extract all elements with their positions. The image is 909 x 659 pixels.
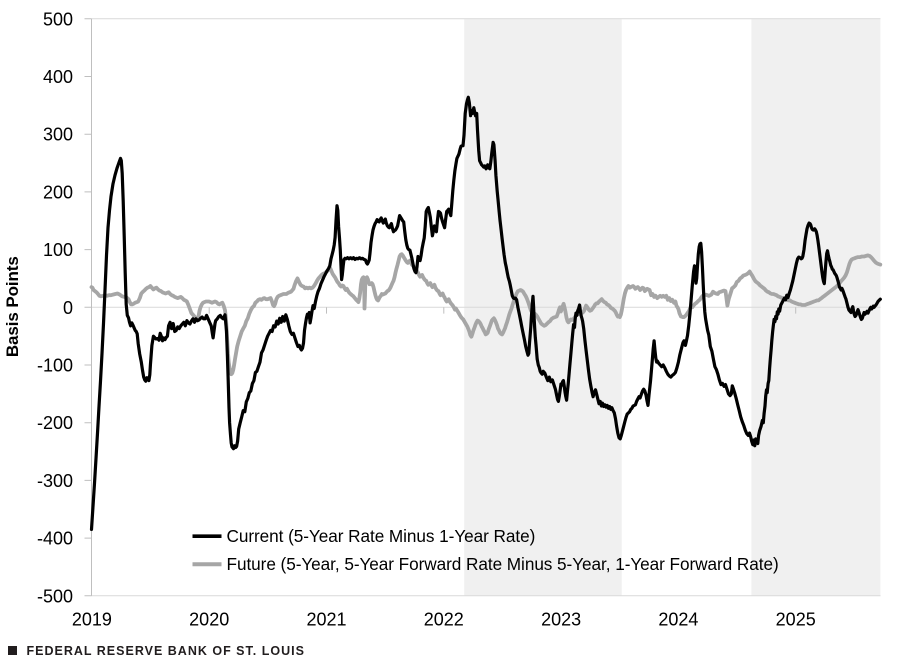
svg-text:100: 100 (43, 240, 73, 260)
svg-text:2023: 2023 (541, 610, 581, 630)
svg-text:0: 0 (63, 298, 73, 318)
svg-text:2020: 2020 (189, 610, 229, 630)
svg-text:-200: -200 (37, 413, 73, 433)
svg-text:Future (5-Year, 5-Year Forward: Future (5-Year, 5-Year Forward Rate Minu… (227, 554, 779, 574)
svg-text:400: 400 (43, 67, 73, 87)
svg-text:2022: 2022 (424, 610, 464, 630)
svg-text:200: 200 (43, 182, 73, 202)
svg-text:2025: 2025 (776, 610, 816, 630)
svg-text:2024: 2024 (658, 610, 698, 630)
svg-text:-100: -100 (37, 356, 73, 376)
svg-text:FEDERAL RESERVE BANK OF ST. LO: FEDERAL RESERVE BANK OF ST. LOUIS (27, 644, 305, 658)
svg-text:Current (5-Year Rate Minus 1-Y: Current (5-Year Rate Minus 1-Year Rate) (227, 526, 536, 546)
svg-text:300: 300 (43, 125, 73, 145)
svg-text:500: 500 (43, 9, 73, 29)
svg-text:-500: -500 (37, 586, 73, 606)
svg-text:2019: 2019 (72, 610, 112, 630)
svg-text:Basis Points: Basis Points (3, 256, 22, 357)
svg-text:-300: -300 (37, 471, 73, 491)
svg-text:-400: -400 (37, 529, 73, 549)
svg-text:2021: 2021 (306, 610, 346, 630)
